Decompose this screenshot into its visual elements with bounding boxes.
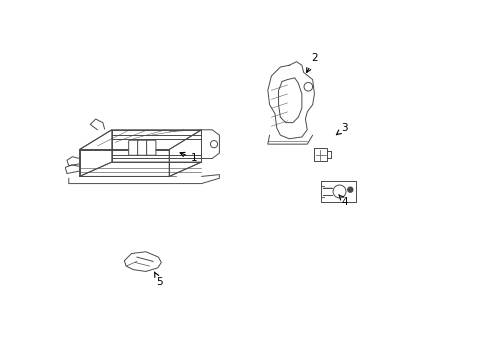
Text: 1: 1: [180, 152, 197, 163]
FancyBboxPatch shape: [137, 140, 147, 155]
Text: 5: 5: [154, 272, 163, 287]
Text: 3: 3: [336, 123, 347, 135]
Text: 4: 4: [338, 195, 347, 207]
FancyBboxPatch shape: [146, 140, 156, 155]
FancyBboxPatch shape: [128, 140, 138, 155]
Text: 2: 2: [306, 53, 317, 72]
Circle shape: [347, 187, 352, 192]
